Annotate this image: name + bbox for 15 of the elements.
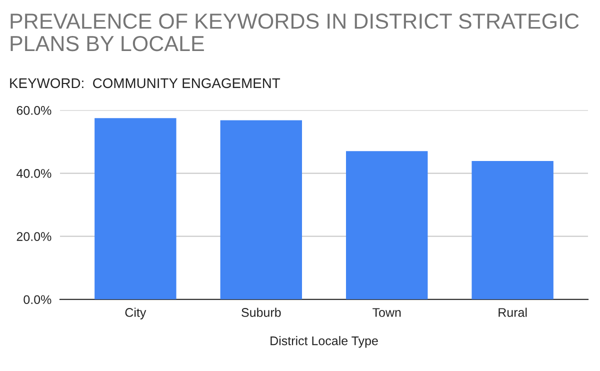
x-axis-title: District Locale Type xyxy=(270,336,378,348)
y-tick-label: 0.0% xyxy=(24,295,52,304)
bar xyxy=(220,120,302,300)
y-tick-label: 60.0% xyxy=(16,106,52,115)
x-tick-label: Rural xyxy=(498,308,527,317)
chart-title: PREVALENCE OF KEYWORDS IN DISTRICT STRATEGIC PLANS BY LOCALE xyxy=(10,14,579,52)
y-tick-label: 20.0% xyxy=(16,232,52,241)
bar xyxy=(94,118,176,300)
x-tick-label: Suburb xyxy=(242,308,281,317)
bar xyxy=(346,151,428,300)
x-tick-label: Town xyxy=(372,308,401,317)
bar xyxy=(472,160,554,300)
y-tick-label: 40.0% xyxy=(16,169,52,178)
x-tick-label: City xyxy=(125,308,146,320)
chart-subtitle: KEYWORD: COMMUNITY ENGAGEMENT xyxy=(10,78,280,88)
